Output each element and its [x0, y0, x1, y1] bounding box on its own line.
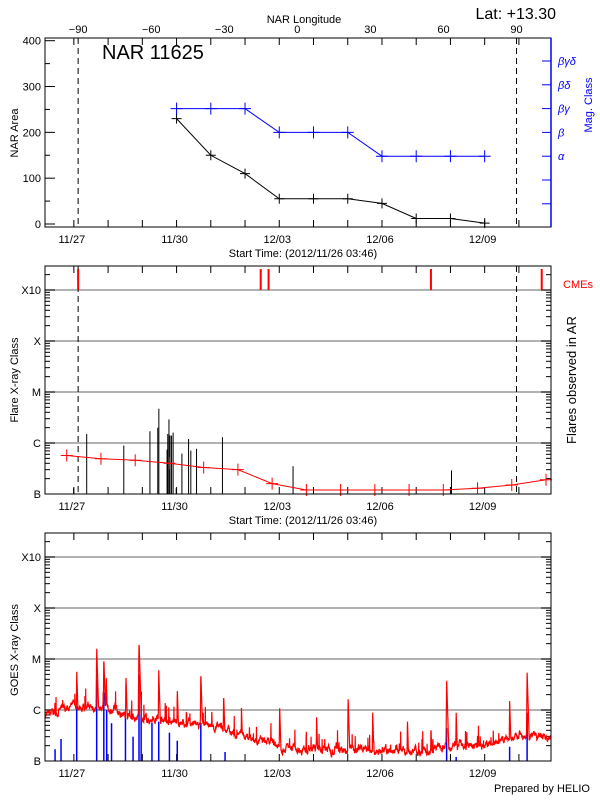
x-tick-label: 12/09	[469, 501, 497, 513]
x-tick-label: 11/30	[161, 234, 188, 246]
nar-area-point	[411, 213, 422, 224]
y-tick-label: B	[34, 489, 41, 501]
y-tick-label: 0	[35, 219, 41, 231]
credit-label: Prepared by HELIO	[494, 783, 590, 795]
mag-class-point	[307, 126, 320, 139]
mag-class-point	[478, 150, 491, 163]
nar-area-point	[274, 193, 285, 204]
mag-class-point	[204, 102, 217, 115]
x-tick-label: 11/30	[161, 501, 188, 513]
nar-area-point	[479, 218, 490, 229]
y-tick-label: X	[34, 603, 42, 615]
y-tick-label: X10	[21, 285, 41, 297]
y-tick-label: 400	[23, 36, 41, 48]
y2-tick-label: β	[557, 127, 565, 139]
nar-area-point	[445, 213, 456, 224]
mag-class-point	[170, 102, 183, 115]
lon-tick-label: −60	[142, 24, 161, 36]
x-tick-label: 12/03	[264, 768, 292, 780]
nar-flux-point	[197, 461, 210, 474]
mag-class-point	[444, 150, 457, 163]
x-tick-label: 12/09	[469, 234, 497, 246]
y-tick-label: X	[34, 336, 42, 348]
nar-flux-point	[163, 457, 176, 470]
nar-area-point	[240, 168, 251, 179]
nar-area-line	[176, 118, 485, 224]
panel2-y2label: Flares observed in AR	[564, 316, 579, 444]
mag-class-point	[239, 102, 252, 115]
mag-class-point	[410, 150, 423, 163]
panel2-xlabel: Start Time: (2012/11/26 03:46)	[229, 515, 377, 527]
nar-flux-point	[94, 452, 107, 465]
y2-tick-label: βγδ	[557, 56, 577, 68]
y-tick-label: 300	[23, 82, 41, 94]
nar-area-point	[205, 150, 216, 161]
nar-flux-point	[505, 479, 518, 492]
nar-flux-point	[540, 473, 553, 486]
y2-tick-label: α	[558, 151, 565, 163]
lon-tick-label: 0	[294, 24, 300, 36]
x-tick-label: 11/27	[59, 768, 86, 780]
lon-tick-label: −90	[69, 24, 88, 36]
y-tick-label: C	[33, 438, 41, 450]
panel1-y2label: Mag. Class	[583, 77, 595, 133]
panel2-ylabel: Flare X-ray Class	[9, 337, 21, 422]
nar-flux-point	[471, 482, 484, 495]
panel2-frame	[44, 265, 552, 495]
x-tick-label: 12/09	[469, 768, 497, 780]
x-tick-label: 12/06	[366, 234, 394, 246]
panel3-ylabel: GOES X-ray Class	[9, 604, 21, 696]
nar-area-point	[342, 193, 353, 204]
x-tick-label: 12/03	[264, 501, 292, 513]
y-tick-label: M	[32, 654, 41, 666]
x-tick-label: 11/27	[59, 234, 86, 246]
nar-area-point	[376, 198, 387, 209]
panel1-xlabel: Start Time: (2012/11/26 03:46)	[229, 248, 377, 260]
x-tick-label: 12/06	[366, 501, 394, 513]
latitude-label: Lat: +13.30	[475, 6, 556, 23]
nar-flux-point	[60, 449, 73, 462]
y-tick-label: C	[33, 705, 41, 717]
lon-tick-label: 60	[437, 24, 449, 36]
x-tick-label: 12/03	[264, 234, 292, 246]
x-tick-label: 11/27	[59, 501, 86, 513]
y-tick-label: M	[32, 387, 41, 399]
mag-class-point	[375, 150, 388, 163]
nar-flux-point	[266, 477, 279, 490]
lon-tick-label: 30	[364, 24, 376, 36]
y2-tick-label: βγ	[557, 104, 571, 116]
nar-area-point	[171, 113, 182, 124]
mag-class-point	[273, 126, 286, 139]
region-title: NAR 11625	[102, 42, 204, 64]
mag-class-point	[341, 126, 354, 139]
panel3-frame	[44, 532, 552, 762]
mag-class-line	[176, 108, 485, 157]
y2-tick-label: βδ	[557, 80, 571, 92]
y-tick-label: B	[34, 756, 41, 768]
y-tick-label: 100	[23, 173, 41, 185]
x-tick-label: 11/30	[161, 768, 188, 780]
panel1-ylabel: NAR Area	[9, 108, 21, 158]
y-tick-label: 200	[23, 127, 41, 139]
nar-area-point	[308, 193, 319, 204]
goes-flux-line	[44, 644, 552, 758]
x-tick-label: 12/06	[366, 768, 394, 780]
nar-flux-point	[129, 454, 142, 467]
lon-tick-label: 90	[510, 24, 522, 36]
y-tick-label: X10	[21, 552, 41, 564]
cme-label: CMEs	[563, 279, 593, 291]
lon-tick-label: −30	[215, 24, 234, 36]
nar-flux-point	[231, 463, 244, 476]
lon-axis-title: NAR Longitude	[267, 14, 342, 26]
